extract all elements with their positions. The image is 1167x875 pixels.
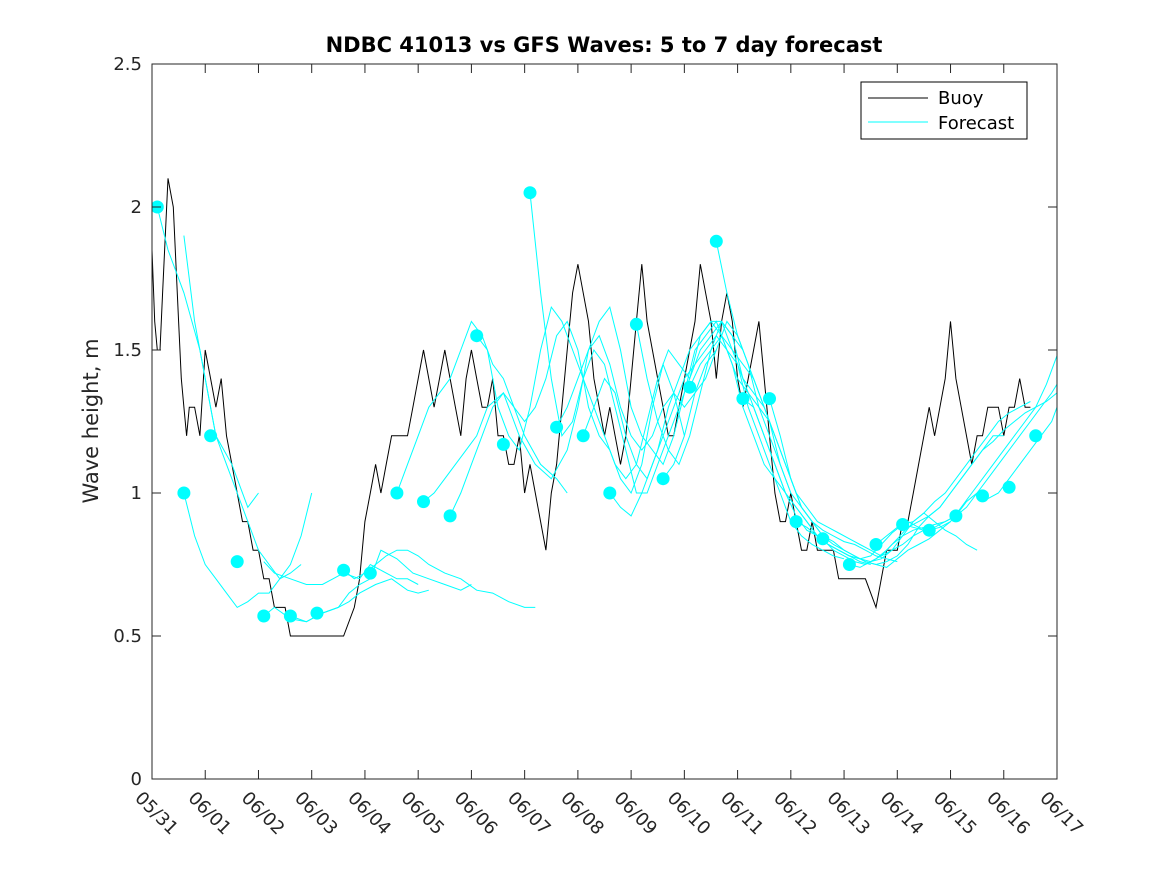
forecast-marker [603, 486, 617, 500]
forecast-marker [443, 509, 457, 523]
y-tick-label: 0.5 [113, 626, 142, 647]
forecast-marker [683, 380, 697, 394]
forecast-marker [842, 558, 856, 571]
forecast-series-line-12 [529, 192, 765, 494]
forecast-marker [470, 329, 484, 343]
forecast-marker [496, 437, 510, 451]
forecast-series-line-11 [476, 305, 744, 480]
forecast-series-line-18 [689, 334, 925, 557]
legend-box [860, 81, 1028, 140]
forecast-series-line-23 [822, 392, 1057, 566]
forecast-marker [337, 563, 351, 577]
forecast-marker [230, 555, 244, 569]
y-tick-label: 2.5 [113, 54, 142, 75]
forecast-series-line-19 [715, 241, 951, 568]
forecast-marker [789, 515, 803, 529]
forecast-series-line-14 [582, 320, 818, 537]
forecast-marker [576, 429, 590, 443]
forecast-marker [1002, 480, 1016, 494]
forecast-marker [896, 518, 910, 531]
plot-area [152, 178, 1057, 637]
y-tick-label: 2 [131, 197, 142, 218]
forecast-marker [709, 234, 723, 248]
y-tick-label: 1.5 [113, 340, 142, 361]
forecast-marker [656, 472, 670, 486]
legend: Buoy Forecast [860, 81, 1028, 140]
axes-box [151, 63, 1058, 780]
forecast-marker [523, 186, 537, 200]
forecast-marker [177, 486, 191, 500]
chart-title: NDBC 41013 vs GFS Waves: 5 to 7 day fore… [326, 33, 883, 57]
legend-forecast-label: Forecast [938, 113, 1014, 134]
forecast-marker [816, 532, 830, 546]
forecast-series-line-17 [662, 320, 898, 563]
forecast-marker [869, 538, 883, 551]
forecast-marker [390, 486, 404, 500]
forecast-series-line-15 [609, 334, 845, 560]
forecast-marker [1029, 429, 1043, 443]
forecast-marker [763, 392, 776, 406]
forecast-marker [922, 523, 936, 537]
forecast-marker [550, 420, 564, 434]
forecast-marker [204, 429, 218, 443]
y-tick-label: 1 [131, 483, 142, 504]
forecast-marker [257, 609, 271, 623]
forecast-series-line-3 [183, 235, 302, 580]
forecast-series-line-13 [556, 305, 792, 494]
forecast-series-line-2 [183, 492, 313, 609]
forecast-marker [283, 609, 297, 623]
forecast-series-line-8 [396, 320, 568, 494]
forecast-marker [417, 495, 430, 509]
forecast-marker [976, 489, 989, 503]
forecast-marker [363, 566, 377, 580]
forecast-series-line-22 [795, 401, 1031, 560]
y-axis-label: Wave height, m [79, 338, 103, 503]
forecast-marker [949, 509, 963, 523]
forecast-marker [736, 392, 750, 406]
legend-buoy-label: Buoy [938, 88, 984, 109]
forecast-marker [629, 317, 643, 331]
y-tick-label: 0 [131, 769, 142, 790]
forecast-marker [310, 606, 324, 620]
